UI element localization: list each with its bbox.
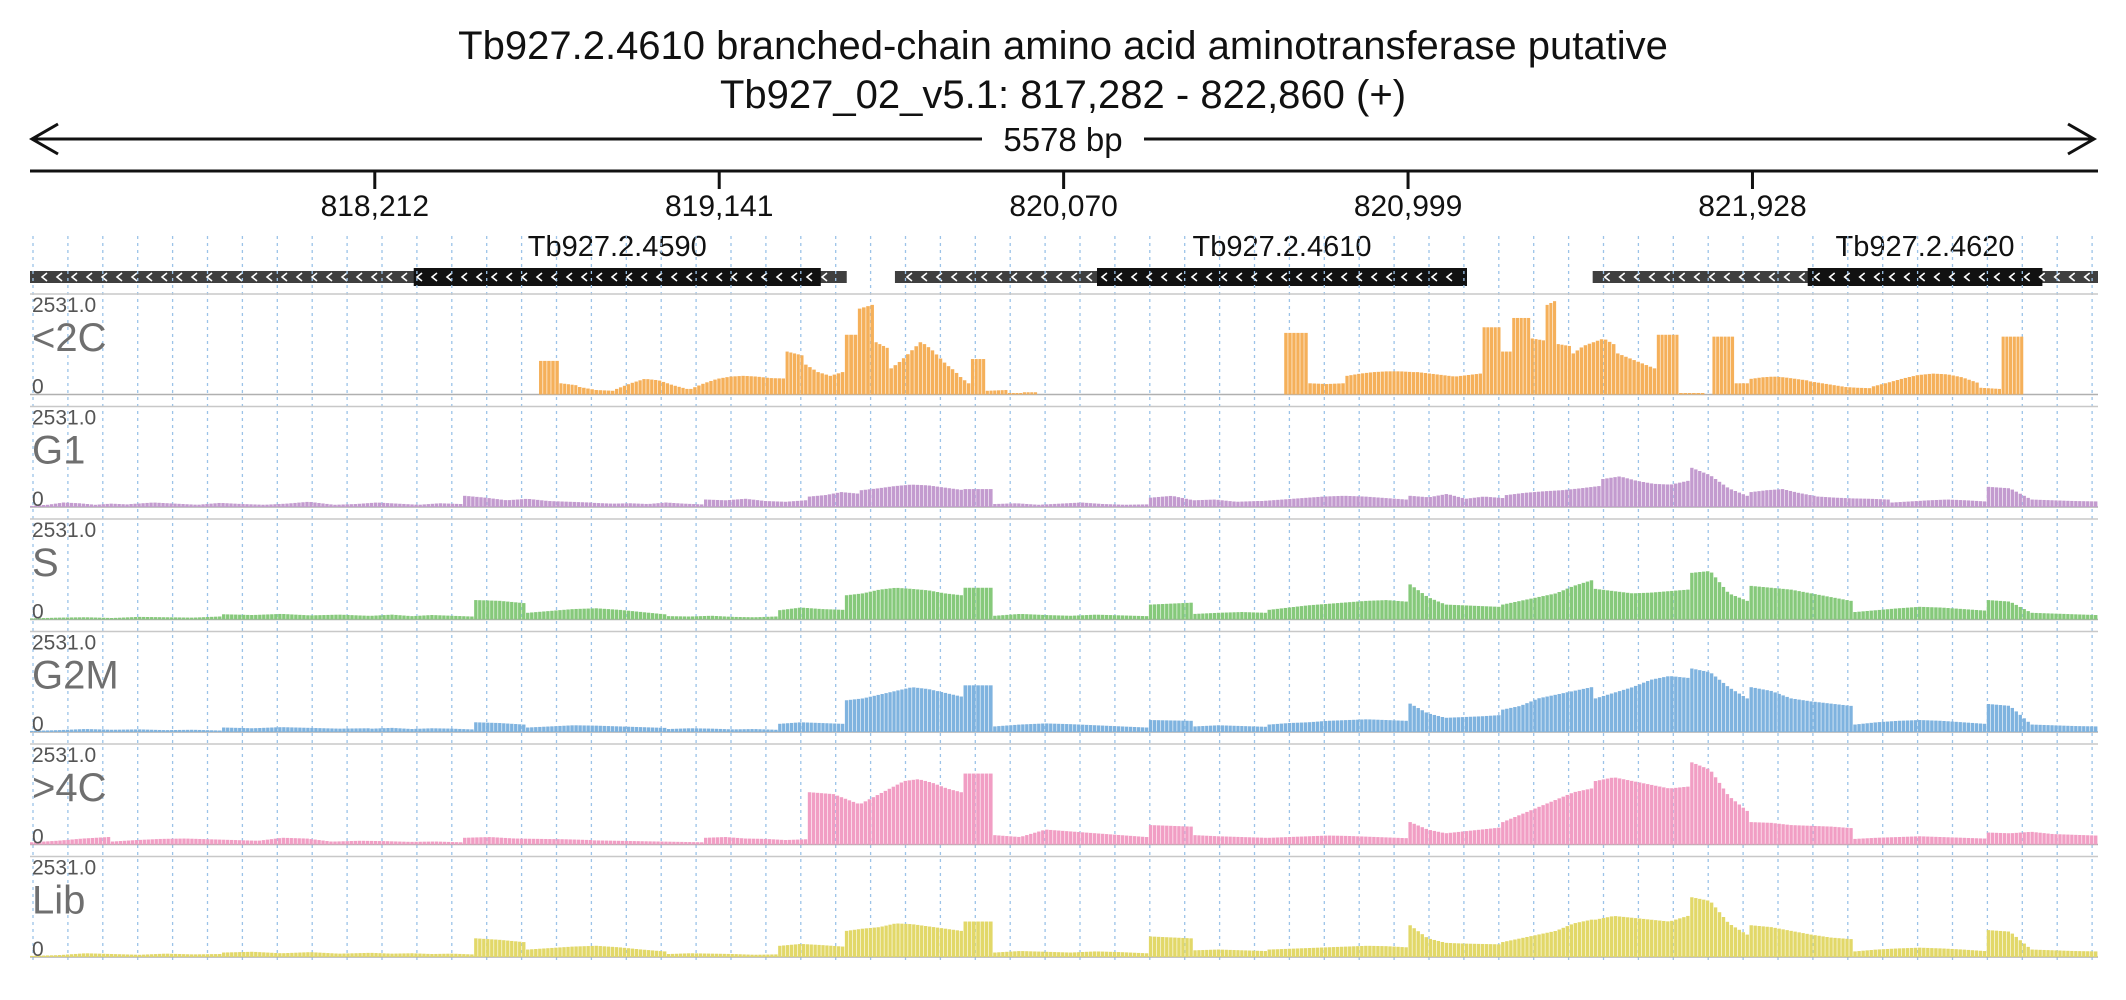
track-name: G1: [32, 429, 85, 473]
y-min-label: 0: [32, 826, 44, 849]
ruler-tick-label: 820,999: [1354, 190, 1462, 223]
coverage-bars: [30, 897, 2098, 957]
ruler-tick-label: 820,070: [1009, 190, 1117, 223]
locus-label: Tb927_02_v5.1: 817,282 - 822,860 (+): [720, 73, 1406, 117]
track-name: G2M: [32, 654, 119, 698]
ruler-tick-label: 821,928: [1698, 190, 1806, 223]
y-min-label: 0: [32, 601, 44, 624]
span-length-label: 5578 bp: [1003, 121, 1122, 158]
gene-name-label: Tb927.2.4620: [1836, 231, 2015, 263]
y-max-label: 2531.0: [32, 407, 96, 430]
track-name: >4C: [32, 766, 107, 810]
track-4: 2531.0 0 G2M: [30, 630, 2098, 736]
gene-title: Tb927.2.4610 branched-chain amino acid a…: [458, 24, 1668, 68]
strand-chevrons: [40, 272, 828, 282]
track-5: 2531.0 0 >4C: [30, 743, 2098, 849]
y-max-label: 2531.0: [32, 632, 96, 655]
track-1: 2531.0 0 <2C: [30, 293, 2098, 399]
coverage-bars: [539, 301, 2024, 395]
y-max-label: 2531.0: [32, 294, 96, 317]
y-min-label: 0: [32, 713, 44, 736]
y-max-label: 2531.0: [32, 744, 96, 767]
gene-cds: [413, 268, 821, 286]
track-name: S: [32, 541, 59, 585]
track-2: 2531.0 0 G1: [30, 405, 2098, 511]
track-6: 2531.0 0 Lib: [30, 855, 2098, 961]
gene-name-label: Tb927.2.4590: [528, 231, 707, 263]
track-name: <2C: [32, 316, 107, 360]
y-min-label: 0: [32, 376, 44, 399]
gene-name-label: Tb927.2.4610: [1193, 231, 1372, 263]
ruler-tick-label: 818,212: [321, 190, 429, 223]
gene-annotation-track: Tb927.2.4590 Tb927.2.4610 Tb927.2.4620: [30, 231, 2098, 286]
coverage-bars: [30, 668, 2098, 732]
coverage-bars: [30, 571, 2098, 620]
y-max-label: 2531.0: [32, 857, 96, 880]
y-min-label: 0: [32, 938, 44, 961]
track-3: 2531.0 0 S: [30, 518, 2098, 624]
ruler-tick-label: 819,141: [665, 190, 773, 223]
coverage-bars: [30, 762, 2098, 845]
coverage-tracks: 2531.00<2C2531.00G12531.00S2531.00G2M253…: [30, 236, 2098, 963]
strand-chevrons: [905, 272, 1453, 282]
y-max-label: 2531.0: [32, 519, 96, 542]
y-min-label: 0: [32, 488, 44, 511]
track-name: Lib: [32, 879, 85, 923]
span-arrow: 5578 bp: [28, 118, 2098, 158]
position-ruler: 818,212 819,141 820,070 820,999 821,928: [321, 171, 1807, 223]
gene-cds: [1807, 268, 2043, 286]
coverage-bars: [30, 467, 2098, 507]
